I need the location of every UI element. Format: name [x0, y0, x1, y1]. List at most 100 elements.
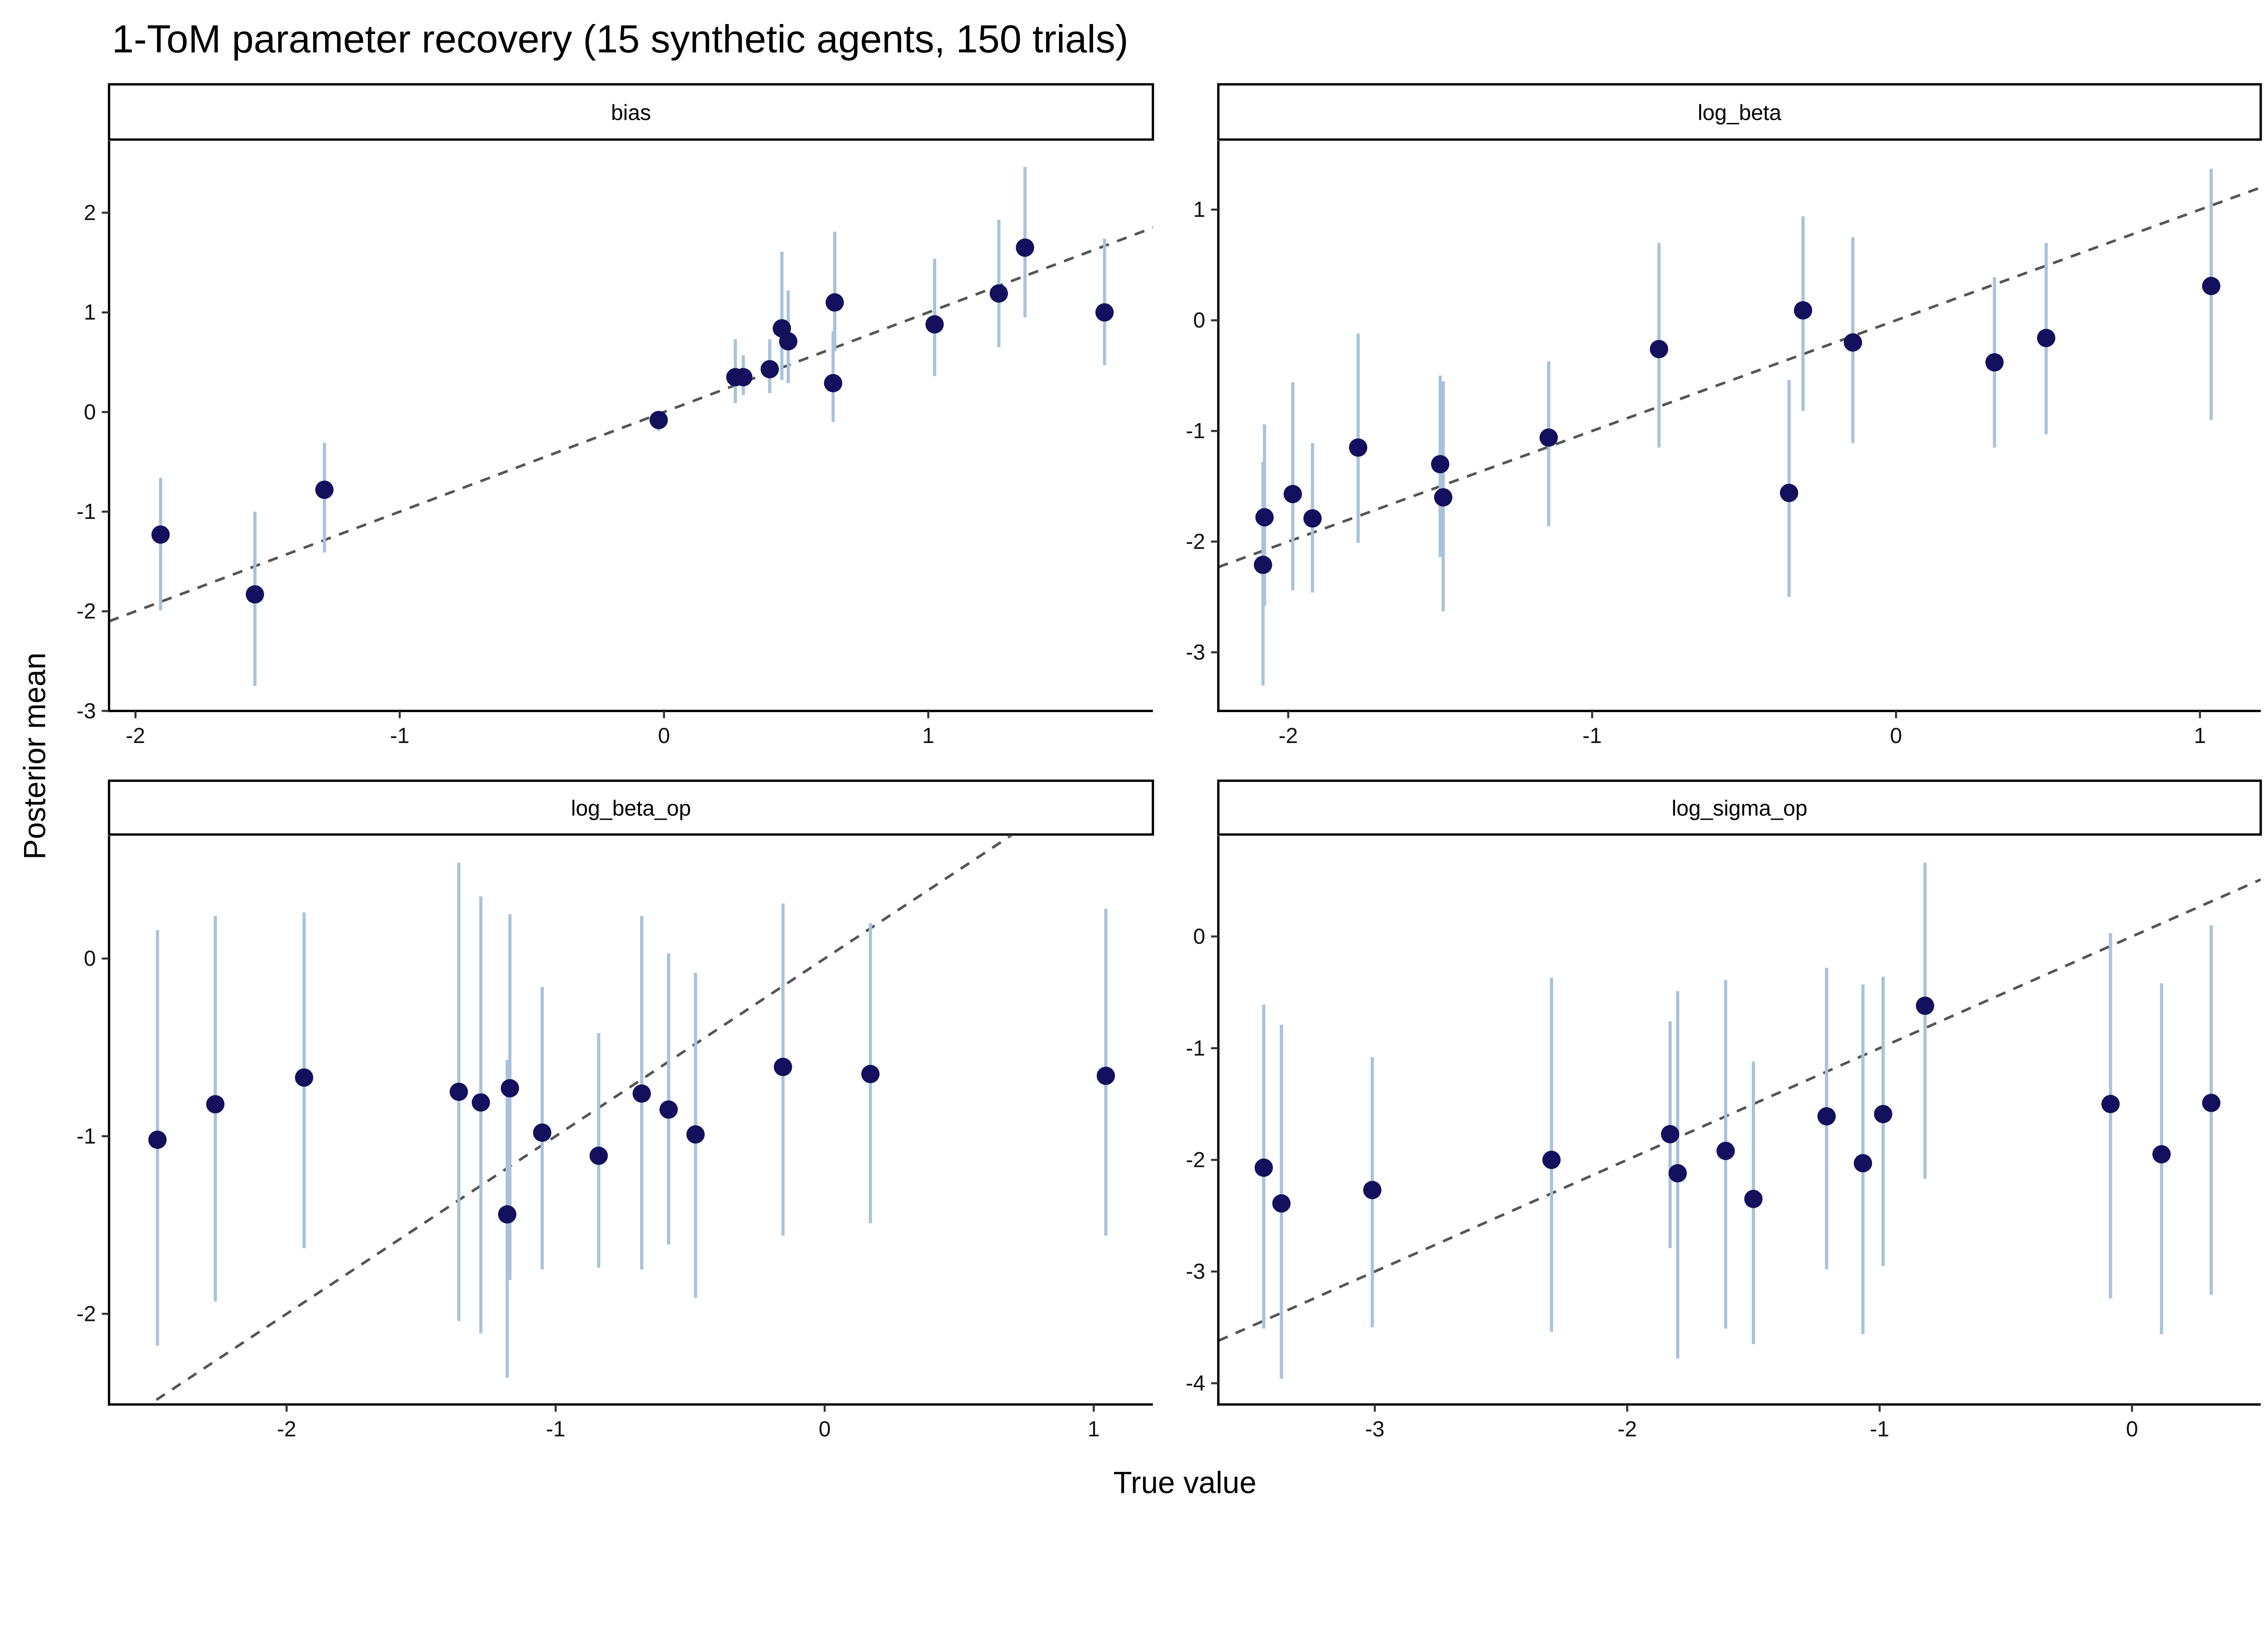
data-point	[760, 360, 779, 379]
panel-log-beta-op: log_beta_op -2 -1 0 1 -2 -1 0	[77, 779, 1154, 1442]
y-axis-title: Posterior mean	[18, 653, 52, 860]
y-tick-label: -3	[1186, 1259, 1205, 1284]
data-point	[650, 411, 668, 430]
data-point	[1716, 1142, 1735, 1160]
data-point	[1283, 484, 1302, 504]
plot-area	[1218, 168, 2261, 686]
data-point	[1744, 1189, 1763, 1208]
data-point	[533, 1123, 552, 1142]
y-tick-label: 0	[84, 400, 96, 424]
facet-label: bias	[611, 100, 651, 125]
plot-area	[109, 167, 1153, 686]
x-tick-label: -1	[390, 724, 410, 748]
y-tick-label: 1	[1193, 197, 1205, 222]
data-point	[1349, 438, 1368, 457]
y-tick-label: -1	[77, 499, 96, 524]
data-point	[1650, 340, 1668, 358]
x-tick-label: 1	[2194, 724, 2206, 748]
facet-label: log_beta	[1698, 100, 1782, 125]
data-point	[925, 315, 944, 334]
data-point	[206, 1095, 225, 1114]
data-point	[1303, 509, 1322, 528]
data-point	[1539, 428, 1558, 447]
y-tick-label: -1	[1186, 419, 1205, 443]
y-tick-label: -1	[1186, 1036, 1205, 1061]
chart-title: 1-ToM parameter recovery (15 synthetic a…	[112, 17, 1129, 61]
data-point	[1542, 1150, 1561, 1169]
x-tick-label: -1	[1870, 1417, 1889, 1442]
identity-reference-line	[109, 226, 1153, 623]
data-point	[686, 1125, 705, 1144]
x-tick-label: -2	[126, 724, 145, 748]
y-tick-label: -2	[77, 1301, 96, 1326]
x-tick-label: -2	[1618, 1417, 1637, 1442]
faceted-recovery-chart: 1-ToM parameter recovery (15 synthetic a…	[18, 17, 2262, 1500]
data-point	[989, 284, 1008, 303]
data-point	[1874, 1105, 1892, 1124]
y-tick-label: -2	[77, 599, 96, 624]
facet-strip	[108, 83, 1154, 141]
y-tick-label: 0	[84, 946, 96, 971]
data-point	[1817, 1107, 1836, 1126]
facet-strip	[108, 779, 1154, 836]
y-tick-label: -4	[1186, 1371, 1205, 1395]
data-point	[1272, 1194, 1291, 1213]
x-tick-label: -2	[277, 1417, 296, 1442]
data-point	[245, 585, 264, 604]
y-tick-label: -2	[1186, 1148, 1205, 1172]
plot-area	[1218, 863, 2261, 1379]
data-point	[1853, 1154, 1872, 1173]
x-tick-label: -1	[546, 1417, 566, 1442]
data-point	[498, 1205, 517, 1224]
data-point	[1095, 303, 1114, 322]
data-point	[1363, 1181, 1382, 1199]
data-point	[1434, 488, 1452, 507]
panel-log-sigma-op: log_sigma_op -3 -2 -1 0 -4 -3 -2 -1 0	[1186, 779, 2262, 1442]
identity-reference-line	[147, 836, 1013, 1405]
panel-bias: bias -2 -1 0 1 -3 -2 -1 0 1 2	[77, 83, 1154, 748]
data-point	[1779, 484, 1799, 502]
data-point	[773, 1057, 792, 1076]
data-point	[1255, 508, 1274, 527]
panel-log-beta: log_beta -2 -1 0 1 -3 -2 -1 0 1	[1186, 83, 2262, 748]
y-tick-label: -1	[77, 1124, 96, 1149]
facet-label: log_beta_op	[571, 796, 691, 821]
x-tick-label: 0	[819, 1417, 831, 1442]
identity-reference-line	[1218, 878, 2261, 1342]
data-point	[1016, 238, 1034, 257]
x-tick-label: 0	[1890, 724, 1902, 748]
facet-label: log_sigma_op	[1672, 796, 1807, 821]
y-tick-label: -3	[1186, 640, 1205, 665]
y-tick-label: 1	[84, 300, 96, 325]
facet-strip	[1217, 779, 2262, 836]
data-point	[1254, 1158, 1273, 1177]
data-point	[1431, 455, 1450, 474]
y-tick-label: 0	[1193, 308, 1205, 332]
data-point	[734, 368, 753, 386]
panels: bias -2 -1 0 1 -3 -2 -1 0 1 2 log_beta -2 -1 0 1 -3 -2 -1 0…	[77, 83, 2262, 1442]
y-tick-label: 0	[1193, 924, 1205, 949]
data-point	[1096, 1066, 1115, 1085]
data-point	[632, 1084, 651, 1103]
x-tick-label: 1	[922, 724, 934, 748]
data-point	[779, 332, 797, 351]
data-point	[1254, 556, 1272, 574]
data-point	[295, 1068, 313, 1087]
data-point	[148, 1130, 167, 1149]
x-tick-label: 0	[658, 724, 670, 748]
data-point	[500, 1079, 519, 1098]
x-tick-label: -3	[1365, 1417, 1385, 1442]
data-point	[1916, 996, 1935, 1015]
data-point	[315, 480, 334, 499]
x-tick-label: 1	[1088, 1417, 1100, 1442]
data-point	[2101, 1095, 2120, 1114]
x-axis-title: True value	[1113, 1466, 1256, 1500]
data-point	[151, 525, 170, 544]
data-point	[1843, 333, 1862, 352]
data-point	[1661, 1125, 1680, 1144]
data-point	[826, 293, 844, 312]
plot-area	[147, 836, 1115, 1405]
identity-reference-line	[1218, 186, 2261, 568]
data-point	[450, 1082, 468, 1101]
data-point	[861, 1065, 880, 1083]
